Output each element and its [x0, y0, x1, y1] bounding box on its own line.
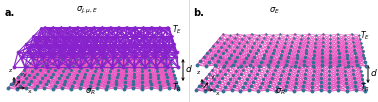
Text: $\sigma_E$: $\sigma_E$	[270, 5, 280, 16]
Text: $T_R$: $T_R$	[360, 82, 370, 94]
Text: $T_E$: $T_E$	[360, 30, 370, 42]
Text: $\sigma_{j,\mu,E}$: $\sigma_{j,\mu,E}$	[76, 5, 98, 16]
Text: $\sigma_R$: $\sigma_R$	[274, 86, 285, 97]
Text: x: x	[216, 91, 220, 96]
Text: $T_E$: $T_E$	[172, 24, 182, 36]
Text: y: y	[211, 74, 215, 79]
Text: $\sigma_R$: $\sigma_R$	[85, 86, 95, 97]
Text: y: y	[23, 72, 27, 77]
Text: b.: b.	[193, 8, 204, 18]
Text: z: z	[9, 68, 12, 73]
Text: d: d	[371, 69, 377, 79]
Text: z: z	[197, 70, 200, 75]
Text: x: x	[28, 89, 32, 94]
Text: a.: a.	[5, 8, 15, 18]
Text: $T_R$: $T_R$	[172, 82, 182, 94]
Text: d: d	[186, 65, 192, 74]
